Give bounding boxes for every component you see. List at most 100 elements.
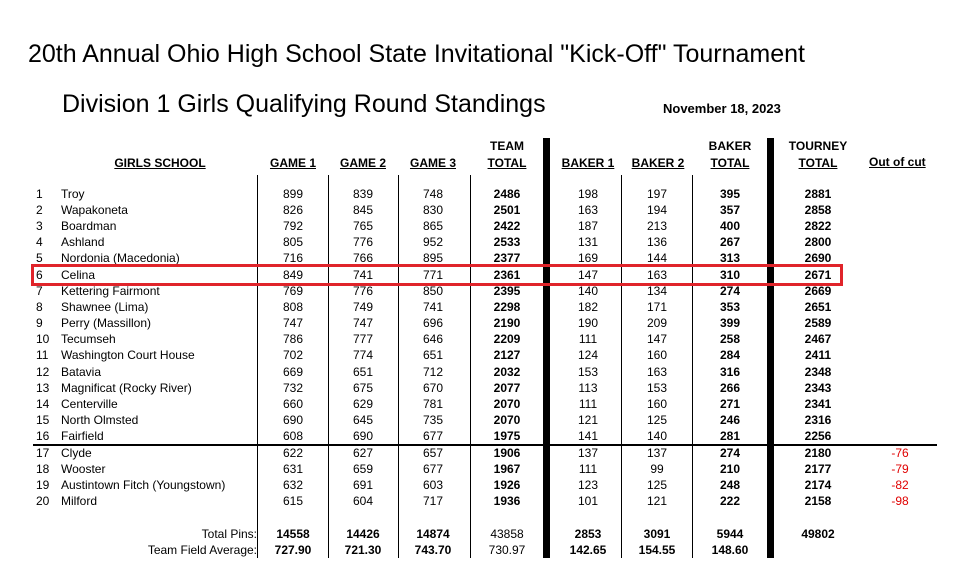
header-girls-school: GIRLS SCHOOL [114, 156, 206, 170]
table-row: 20 Milford 615 604 717 1936 101 121 222 … [0, 493, 953, 509]
divider [692, 175, 693, 558]
school-name: Boardman [61, 219, 117, 233]
school-name: Wooster [61, 462, 106, 476]
divider [328, 175, 329, 558]
total-baker-1: 2853 [574, 527, 602, 541]
rank: 20 [36, 494, 50, 508]
team-total: 1967 [493, 462, 521, 476]
out-of-cut: -76 [891, 446, 909, 460]
school-name: Ashland [61, 235, 105, 249]
rank: 11 [36, 348, 49, 362]
game-2-score: 659 [352, 462, 374, 476]
school-name: Tecumseh [61, 332, 116, 346]
team-total: 2070 [493, 397, 521, 411]
baker-1-score: 187 [577, 219, 599, 233]
game-1-score: 747 [282, 316, 304, 330]
school-name: Batavia [61, 365, 102, 379]
game-3-score: 603 [422, 478, 444, 492]
game-1-score: 826 [282, 203, 304, 217]
rank: 14 [36, 397, 50, 411]
header-baker-1: BAKER 1 [561, 156, 615, 170]
divider [398, 175, 399, 558]
total-game-2: 14426 [346, 527, 380, 541]
avg-team: 730.97 [488, 543, 526, 557]
tourney-total: 2881 [804, 187, 832, 201]
school-name: Milford [61, 494, 98, 508]
game-3-score: 771 [422, 268, 444, 282]
baker-total: 246 [719, 413, 741, 427]
table-row: 18 Wooster 631 659 677 1967 111 99 210 2… [0, 461, 953, 477]
game-2-score: 651 [352, 365, 374, 379]
game-3-score: 657 [422, 446, 444, 460]
baker-1-score: 101 [577, 494, 599, 508]
highlight-box [31, 264, 843, 286]
table-row: 10 Tecumseh 786 777 646 2209 111 147 258… [0, 331, 953, 347]
header-tourney-top: TOURNEY [788, 139, 848, 153]
game-1-score: 732 [282, 381, 304, 395]
out-of-cut: -82 [891, 478, 909, 492]
team-total: 2209 [493, 332, 521, 346]
school-name: Celina [61, 268, 96, 282]
baker-total: 248 [719, 478, 741, 492]
divider-thick [767, 138, 774, 558]
tourney-total: 2316 [804, 413, 832, 427]
header-baker-total: TOTAL [710, 156, 750, 170]
table-row: 13 Magnificat (Rocky River) 732 675 670 … [0, 380, 953, 396]
baker-1-score: 131 [577, 235, 599, 249]
tourney-total: 2174 [804, 478, 832, 492]
divider-thick [543, 138, 550, 558]
baker-total: 316 [719, 365, 741, 379]
game-1-score: 702 [282, 348, 304, 362]
baker-total: 357 [719, 203, 741, 217]
game-2-score: 776 [352, 284, 374, 298]
rank: 9 [36, 316, 43, 330]
baker-1-score: 147 [577, 268, 599, 282]
baker-total: 274 [719, 446, 741, 460]
tourney-total: 2589 [804, 316, 832, 330]
divider [621, 175, 622, 558]
game-1-score: 899 [282, 187, 304, 201]
baker-2-score: 99 [650, 462, 664, 476]
baker-total: 353 [719, 300, 741, 314]
baker-2-score: 163 [646, 365, 668, 379]
table-row: 6 Celina 849 741 771 2361 147 163 310 26… [0, 267, 953, 283]
team-total: 1926 [493, 478, 521, 492]
out-of-cut: -98 [891, 494, 909, 508]
header-team-top: TEAM [490, 139, 524, 153]
baker-1-score: 141 [577, 429, 599, 443]
header-game-2: GAME 2 [339, 156, 386, 170]
rank: 3 [36, 219, 43, 233]
baker-2-score: 125 [646, 413, 668, 427]
game-1-score: 632 [282, 478, 304, 492]
game-2-score: 675 [352, 381, 374, 395]
team-total: 2501 [493, 203, 521, 217]
game-2-score: 741 [352, 268, 374, 282]
school-name: Magnificat (Rocky River) [61, 381, 192, 395]
game-3-score: 651 [422, 348, 444, 362]
baker-2-score: 194 [646, 203, 668, 217]
baker-1-score: 137 [577, 446, 599, 460]
avg-game-2: 721.30 [344, 543, 382, 557]
header-game-1: GAME 1 [269, 156, 316, 170]
event-date: November 18, 2023 [663, 101, 781, 116]
school-name: Shawnee (Lima) [61, 300, 149, 314]
header-game-3: GAME 3 [409, 156, 456, 170]
baker-2-score: 163 [646, 268, 668, 282]
rank: 19 [36, 478, 50, 492]
rank: 17 [36, 446, 50, 460]
game-1-score: 608 [282, 429, 304, 443]
tourney-total: 2467 [804, 332, 832, 346]
school-name: Perry (Massillon) [61, 316, 152, 330]
header-team-total: TOTAL [487, 156, 527, 170]
baker-total: 399 [719, 316, 741, 330]
baker-total: 281 [719, 429, 741, 443]
team-total: 2377 [493, 251, 521, 265]
game-3-score: 696 [422, 316, 444, 330]
tourney-total: 2256 [804, 429, 832, 443]
rank: 12 [36, 365, 50, 379]
game-1-score: 769 [282, 284, 304, 298]
baker-2-score: 153 [646, 381, 668, 395]
header-baker-top: BAKER [708, 139, 752, 153]
table-row: 9 Perry (Massillon) 747 747 696 2190 190… [0, 315, 953, 331]
table-row: 15 North Olmsted 690 645 735 2070 121 12… [0, 412, 953, 428]
